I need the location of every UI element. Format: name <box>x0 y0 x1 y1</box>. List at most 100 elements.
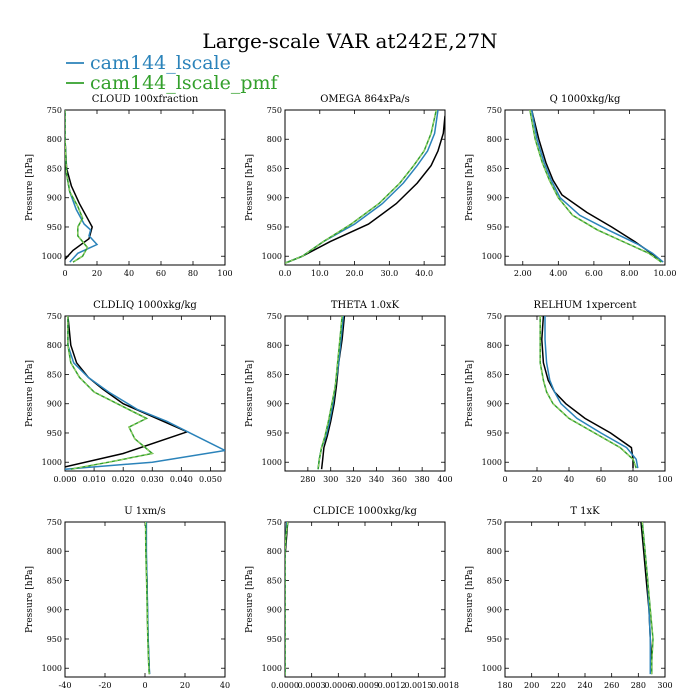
y-tick-label: 1000 <box>42 664 62 673</box>
x-tick-label: 0.0000 <box>271 681 299 690</box>
y-tick-label: 900 <box>47 606 62 615</box>
y-tick-label: 750 <box>47 106 62 115</box>
x-tick-label: 0.0018 <box>431 681 459 690</box>
y-axis-label: Pressure [hPa] <box>25 360 35 427</box>
x-tick-label: 0.0006 <box>324 681 352 690</box>
series-line-green-dash <box>145 522 150 675</box>
y-tick-label: 1000 <box>482 252 502 261</box>
x-tick-label: 0.0003 <box>298 681 326 690</box>
plot-frame <box>64 109 226 266</box>
y-tick-label: 750 <box>47 312 62 321</box>
y-tick-label: 950 <box>47 635 62 644</box>
y-tick-label: 800 <box>47 135 62 144</box>
panel-2: OMEGA 864xPa/s 750 800 850 900 950 1000 0.0 10.0… <box>245 94 446 278</box>
x-tick-label: 0.0 <box>279 269 292 278</box>
y-tick-label: 1000 <box>42 458 62 467</box>
panel-title: CLDLIQ 1000xkg/kg <box>93 300 197 311</box>
y-tick-label: 900 <box>267 606 282 615</box>
panel-5: THETA 1.0xK 750 800 850 900 950 1000 280 300 320 3… <box>245 300 453 484</box>
x-tick-label: 320 <box>346 475 361 484</box>
x-tick-label: 0.000 <box>54 475 77 484</box>
panel-4: CLDLIQ 1000xkg/kg 750 800 850 900 950 1000 0.00… <box>25 300 226 484</box>
y-tick-label: 800 <box>47 547 62 556</box>
y-tick-label: 800 <box>487 341 502 350</box>
panel-title: RELHUM 1xpercent <box>533 300 636 311</box>
panel-7: U 1xm/s 750 800 850 900 950 1000 -40 -20 0 20 40 Pre… <box>25 506 230 690</box>
y-tick-label: 800 <box>487 547 502 556</box>
series-line-green-dash <box>67 316 154 470</box>
series-line-black <box>541 316 634 469</box>
x-tick-label: 0.0009 <box>351 681 379 690</box>
plot-frame <box>64 521 226 678</box>
series-line-black <box>285 115 445 264</box>
y-tick-label: 900 <box>487 194 502 203</box>
y-axis-label: Pressure [hPa] <box>245 360 255 427</box>
x-tick-label: 60 <box>156 269 166 278</box>
x-tick-label: 0.010 <box>83 475 106 484</box>
y-tick-label: 950 <box>47 223 62 232</box>
y-tick-label: 850 <box>267 164 282 173</box>
series-line-green-dash <box>641 522 654 675</box>
x-tick-label: 0.050 <box>199 475 222 484</box>
y-axis-label: Pressure [hPa] <box>465 566 475 633</box>
panel-title: U 1xm/s <box>124 506 166 517</box>
legend: cam144_lscale cam144_lscale_pmf <box>66 52 280 94</box>
series-line-green-dash <box>285 522 289 676</box>
y-tick-label: 850 <box>487 370 502 379</box>
x-tick-label: 40 <box>564 475 574 484</box>
x-tick-label: 220 <box>551 681 566 690</box>
series-line-green <box>144 522 150 675</box>
x-tick-label: 260 <box>604 681 619 690</box>
plot-frame <box>504 315 666 472</box>
x-tick-label: 6.00 <box>585 269 603 278</box>
series-line-green-dash <box>539 316 637 469</box>
y-tick-label: 950 <box>267 223 282 232</box>
plot-frame <box>284 521 446 678</box>
y-tick-label: 1000 <box>42 252 62 261</box>
x-tick-label: -20 <box>99 681 112 690</box>
series-line-green-dash <box>529 110 662 263</box>
series-line-black <box>530 110 659 260</box>
y-tick-label: 850 <box>487 576 502 585</box>
series-line-green <box>65 110 89 263</box>
legend-label-lscale-pmf: cam144_lscale_pmf <box>90 72 280 94</box>
legend-label-lscale: cam144_lscale <box>90 52 231 74</box>
x-tick-label: 360 <box>392 475 407 484</box>
x-tick-label: 100 <box>657 475 672 484</box>
y-axis-label: Pressure [hPa] <box>245 566 255 633</box>
y-tick-label: 1000 <box>262 458 282 467</box>
y-tick-label: 1000 <box>262 252 282 261</box>
x-tick-label: 4.00 <box>549 269 567 278</box>
series-line-blue <box>530 110 664 263</box>
panel-title: CLDICE 1000xkg/kg <box>313 506 417 517</box>
y-tick-label: 750 <box>487 106 502 115</box>
panel-3: Q 1000xkg/kg 750 800 850 900 950 1000 2.00 4.00 6… <box>465 94 676 278</box>
plot-frame <box>504 109 666 266</box>
x-tick-label: 340 <box>369 475 384 484</box>
y-tick-label: 750 <box>487 312 502 321</box>
y-tick-label: 800 <box>267 135 282 144</box>
y-tick-label: 950 <box>267 635 282 644</box>
y-tick-label: 950 <box>487 635 502 644</box>
y-axis-label: Pressure [hPa] <box>245 154 255 221</box>
x-tick-label: 20 <box>180 681 190 690</box>
y-tick-label: 950 <box>487 223 502 232</box>
x-tick-label: -40 <box>59 681 72 690</box>
y-tick-label: 850 <box>267 370 282 379</box>
x-tick-label: 380 <box>415 475 430 484</box>
series-line-green <box>529 110 662 263</box>
series-line-green-dash <box>285 110 437 264</box>
x-tick-label: 20 <box>532 475 542 484</box>
series-line-blue <box>285 110 439 264</box>
x-tick-label: 0.030 <box>141 475 164 484</box>
y-axis-label: Pressure [hPa] <box>25 566 35 633</box>
x-tick-label: 30.0 <box>380 269 398 278</box>
x-tick-label: 280 <box>300 475 315 484</box>
x-tick-label: 40.0 <box>415 269 433 278</box>
y-tick-label: 750 <box>487 518 502 527</box>
x-tick-label: 10.0 <box>311 269 329 278</box>
y-tick-label: 950 <box>267 429 282 438</box>
x-tick-label: 100 <box>217 269 232 278</box>
